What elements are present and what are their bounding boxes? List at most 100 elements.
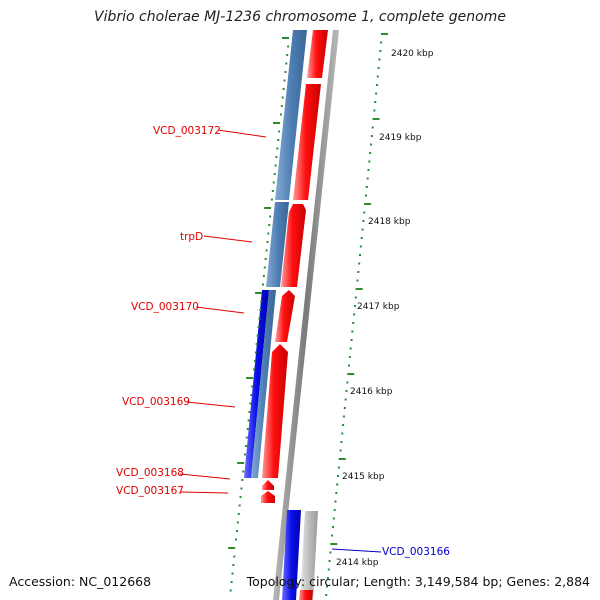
callout-line xyxy=(217,129,267,138)
gene-label-vcd-003169: VCD_003169 xyxy=(122,396,190,408)
minor-tick xyxy=(284,71,287,73)
minor-tick xyxy=(367,169,370,171)
minor-tick xyxy=(326,577,329,579)
minor-tick xyxy=(374,101,377,103)
minor-tick xyxy=(268,224,271,226)
minor-tick xyxy=(337,466,340,469)
minor-tick xyxy=(254,351,257,354)
minor-tick xyxy=(250,394,253,396)
minor-tick xyxy=(365,186,368,188)
minor-tick xyxy=(341,432,344,435)
minor-tick xyxy=(260,300,263,303)
minor-tick xyxy=(239,496,242,498)
minor-tick xyxy=(257,326,260,328)
minor-tick xyxy=(277,139,280,141)
minor-tick xyxy=(281,96,284,99)
minor-tick xyxy=(282,88,285,90)
minor-tick xyxy=(279,113,282,116)
minor-tick xyxy=(378,58,381,61)
minor-tick xyxy=(328,560,331,562)
minor-tick xyxy=(326,585,329,588)
minor-tick xyxy=(264,258,267,260)
major-tick xyxy=(255,292,263,294)
minor-tick xyxy=(357,271,360,273)
major-tick xyxy=(338,458,346,460)
minor-tick xyxy=(229,589,232,592)
minor-tick xyxy=(368,160,371,163)
minor-tick xyxy=(342,415,345,418)
minor-tick xyxy=(346,381,349,384)
minor-tick xyxy=(256,334,259,337)
minor-tick xyxy=(235,530,238,532)
minor-tick xyxy=(379,50,382,52)
minor-tick xyxy=(375,92,378,95)
gene-label-vcd-003168: VCD_003168 xyxy=(116,467,184,479)
minor-tick xyxy=(275,156,278,158)
minor-tick xyxy=(342,424,345,426)
gene-label-vcd-003170: VCD_003170 xyxy=(131,301,199,313)
minor-tick xyxy=(334,500,337,503)
gene-block-red-bottom xyxy=(299,590,313,600)
genome-summary-text: Topology: circular; Length: 3,149,584 bp… xyxy=(246,574,590,589)
minor-tick xyxy=(340,441,343,443)
scale-label: 2419 kbp xyxy=(379,133,422,143)
minor-tick xyxy=(232,564,235,566)
map-title: Vibrio cholerae MJ-1236 chromosome 1, co… xyxy=(94,9,506,25)
minor-tick xyxy=(354,296,357,299)
gene-block-red-vcd-003172 xyxy=(293,84,321,200)
gene-block-vcd-003170-dark xyxy=(244,290,269,478)
minor-tick xyxy=(362,220,365,222)
minor-tick xyxy=(360,237,363,239)
minor-tick xyxy=(274,164,277,167)
scale-label: 2416 kbp xyxy=(350,387,393,397)
callout-line xyxy=(179,473,231,480)
minor-tick xyxy=(272,181,275,184)
minor-tick xyxy=(361,228,364,231)
minor-tick xyxy=(352,322,355,324)
tick-layer xyxy=(228,33,388,596)
minor-tick xyxy=(351,330,354,333)
minor-tick xyxy=(348,356,351,358)
minor-tick xyxy=(242,470,245,473)
major-tick xyxy=(273,122,281,124)
minor-tick xyxy=(327,568,330,571)
minor-tick xyxy=(366,177,369,180)
minor-tick xyxy=(278,130,281,133)
minor-tick xyxy=(335,492,338,494)
minor-tick xyxy=(343,407,346,409)
gene-block-red-vcd-003170 xyxy=(275,290,295,342)
minor-tick xyxy=(287,45,290,48)
minor-tick xyxy=(245,436,248,439)
minor-tick xyxy=(276,147,279,150)
minor-tick xyxy=(348,364,351,367)
minor-tick xyxy=(359,254,362,256)
major-tick xyxy=(246,377,254,379)
minor-tick xyxy=(253,360,256,362)
minor-tick xyxy=(364,194,367,197)
minor-tick xyxy=(353,313,356,316)
major-tick xyxy=(228,547,236,549)
minor-tick xyxy=(283,79,286,82)
minor-tick xyxy=(262,275,265,277)
minor-tick xyxy=(369,152,372,154)
minor-tick xyxy=(370,135,373,137)
minor-tick xyxy=(332,517,335,520)
minor-tick xyxy=(240,487,243,490)
backbone-track xyxy=(273,30,339,600)
scale-label: 2414 kbp xyxy=(336,558,379,568)
major-tick xyxy=(381,33,388,35)
callout-layer xyxy=(179,129,382,553)
minor-tick xyxy=(263,266,266,269)
minor-tick xyxy=(249,402,252,405)
minor-tick xyxy=(286,54,289,56)
scale-label: 2418 kbp xyxy=(368,217,411,227)
minor-tick xyxy=(331,526,334,528)
callout-line xyxy=(195,306,245,314)
minor-tick xyxy=(231,572,234,575)
gene-block-red-top xyxy=(307,30,328,78)
gene-label-vcd-003166: VCD_003166 xyxy=(382,546,450,558)
callout-line xyxy=(331,548,382,553)
minor-tick xyxy=(238,504,241,507)
minor-tick xyxy=(248,411,251,413)
